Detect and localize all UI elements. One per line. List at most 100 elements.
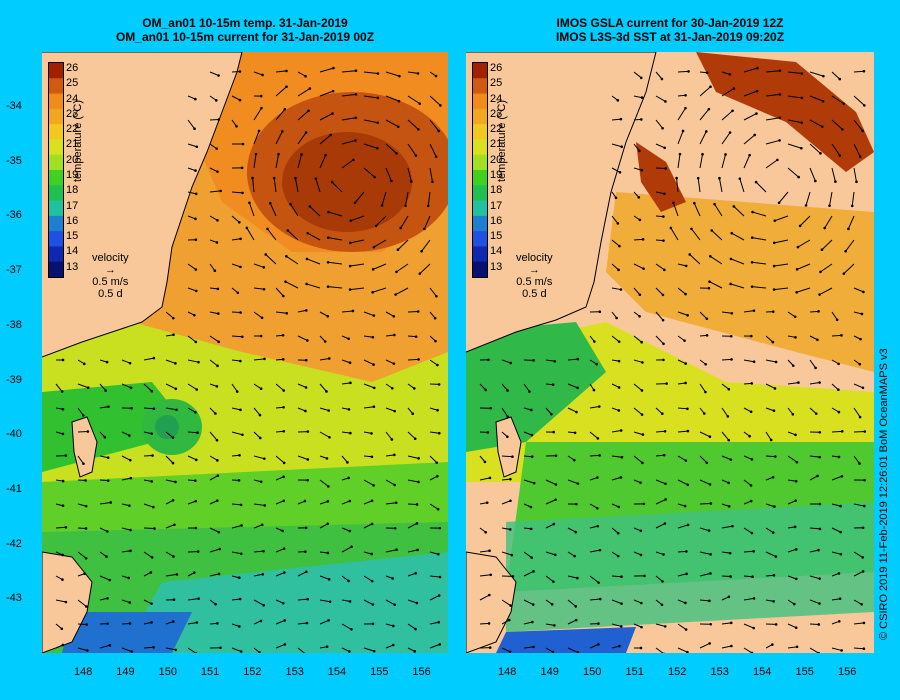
current-vector [677, 130, 684, 145]
current-vector-head [216, 459, 219, 462]
current-vector-head [251, 176, 254, 180]
current-vector-head [195, 388, 199, 391]
current-vector [385, 407, 395, 412]
current-vector [765, 359, 777, 363]
current-vector-head [104, 389, 107, 392]
current-vector [121, 599, 130, 603]
current-vector-head [127, 576, 131, 580]
current-vector-head [264, 253, 268, 256]
current-vector-head [729, 575, 732, 578]
left-colorbar [48, 62, 64, 278]
current-vector [809, 527, 820, 530]
current-vector [55, 383, 63, 392]
current-vector-head [151, 454, 154, 457]
current-vector [567, 599, 577, 607]
current-vector-head [731, 524, 734, 528]
current-vector [246, 227, 255, 241]
current-vector-head [664, 100, 667, 103]
current-vector-head [708, 599, 711, 603]
colorbar-tick-label: 21 [66, 138, 79, 151]
current-vector-head [416, 310, 420, 313]
current-vector-head [216, 287, 220, 291]
current-vector-head [822, 74, 825, 78]
current-vector-head [150, 556, 154, 559]
current-vector [677, 623, 687, 630]
current-vector [209, 527, 220, 533]
current-vector [567, 551, 575, 557]
current-vector [297, 88, 311, 97]
current-vector-head [663, 268, 666, 272]
current-vector [209, 287, 218, 290]
current-vector [765, 139, 780, 145]
current-vector-head [778, 93, 782, 96]
current-vector [407, 358, 419, 361]
current-vector [319, 575, 330, 580]
current-vector-head [195, 145, 199, 149]
current-vector [721, 551, 731, 554]
current-vector-head [238, 70, 242, 73]
current-vector-head [804, 204, 808, 207]
current-vector-head [817, 651, 821, 653]
current-vector [121, 527, 131, 531]
current-vector [589, 598, 601, 601]
longitude-tick-label: 156 [412, 666, 431, 678]
current-vector-head [153, 527, 156, 530]
current-vector [407, 119, 419, 130]
current-vector-head [660, 77, 664, 81]
current-vector-head [372, 245, 376, 249]
current-vector-head [707, 529, 711, 532]
current-vector-head [415, 601, 419, 605]
longitude-tick-label: 156 [838, 666, 857, 678]
current-vector-head [308, 205, 312, 208]
current-vector-head [306, 458, 310, 461]
current-vector-head [573, 458, 576, 462]
current-vector [655, 523, 666, 529]
right-colorbar [472, 62, 488, 278]
current-vector-head [392, 624, 395, 628]
current-vector [633, 407, 643, 415]
colorbar-tick-label: 21 [490, 138, 503, 151]
current-vector [231, 503, 242, 506]
current-vector-head [750, 651, 754, 653]
current-vector-head [709, 553, 712, 556]
current-vector-head [847, 227, 850, 231]
current-vector-head [839, 552, 843, 556]
current-vector [633, 263, 644, 270]
current-vector [231, 383, 238, 392]
current-vector [831, 334, 842, 337]
longitude-tick-label: 148 [498, 666, 517, 678]
current-vector [319, 479, 329, 487]
current-vector-head [150, 480, 154, 483]
current-vector [385, 479, 395, 486]
current-vector [611, 575, 622, 578]
current-vector-head [638, 314, 641, 318]
current-vector-head [530, 455, 534, 458]
current-vector [265, 254, 277, 265]
current-vector [363, 383, 375, 389]
current-vector [677, 154, 681, 169]
current-vector [429, 143, 437, 157]
colorbar-swatch [473, 78, 487, 95]
current-vector [307, 232, 321, 241]
current-vector-head [393, 526, 397, 530]
current-vector [589, 359, 597, 365]
longitude-tick-label: 153 [285, 666, 304, 678]
current-vector-head [129, 476, 133, 480]
current-vector-head [370, 499, 374, 503]
current-vector [231, 263, 241, 268]
current-vector-head [216, 622, 219, 625]
current-vector-head [727, 595, 731, 599]
current-vector-head [619, 476, 623, 479]
current-vector-head [86, 386, 90, 390]
current-vector-head [83, 572, 86, 575]
current-vector [677, 359, 686, 365]
current-vector [589, 549, 600, 553]
current-vector [743, 597, 755, 601]
current-vector-head [728, 551, 732, 555]
current-vector [275, 643, 286, 649]
current-vector [611, 239, 620, 247]
colorbar-tick-label: 18 [490, 184, 503, 197]
current-vector-head [238, 98, 242, 102]
current-vector-head [128, 622, 132, 625]
current-vector-head [380, 204, 384, 207]
